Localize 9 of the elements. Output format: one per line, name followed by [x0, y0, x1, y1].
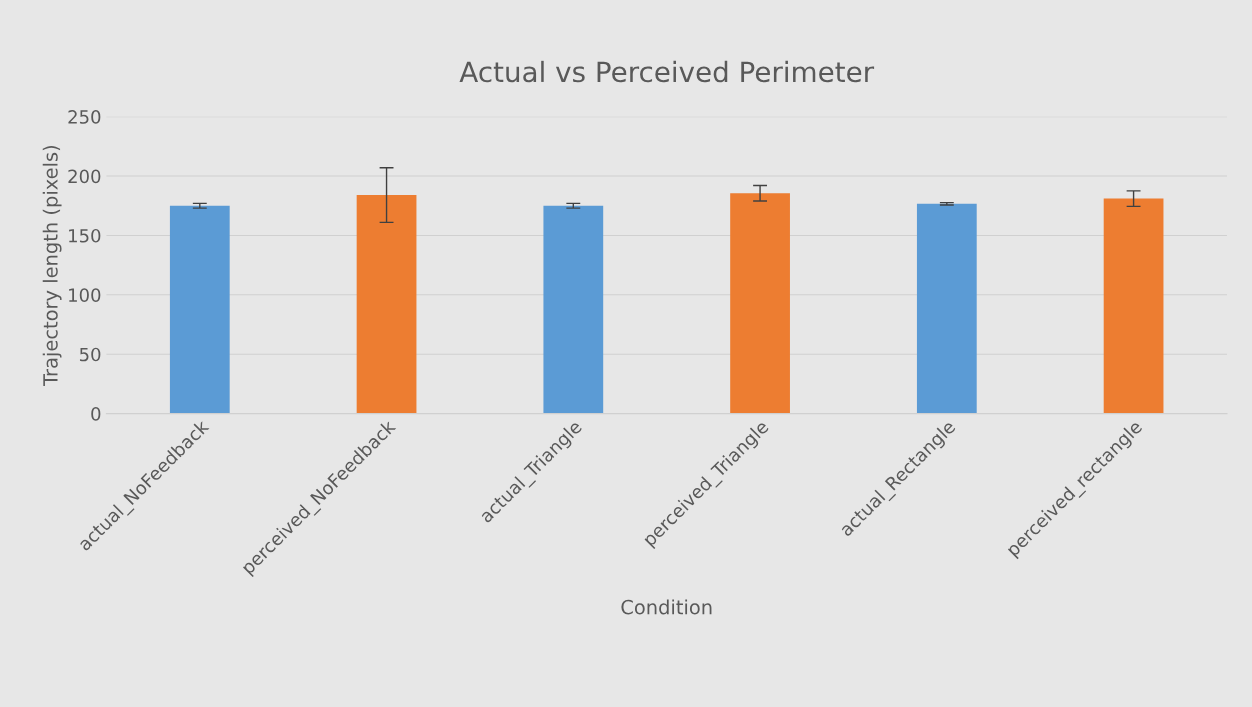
- y-tick-label: 200: [68, 169, 101, 184]
- y-axis-title: Trajectory length (pixels): [42, 145, 62, 387]
- y-tick-label: 100: [69, 288, 101, 302]
- y-tick-label: 0: [91, 407, 101, 421]
- y-tick-label: 150: [69, 228, 101, 243]
- chart-title: Actual vs Perceived Perimeter: [459, 60, 875, 83]
- x-axis-title: Condition: [621, 599, 712, 615]
- y-tick-label: 50: [79, 347, 101, 362]
- y-tick-label: 250: [68, 110, 101, 124]
